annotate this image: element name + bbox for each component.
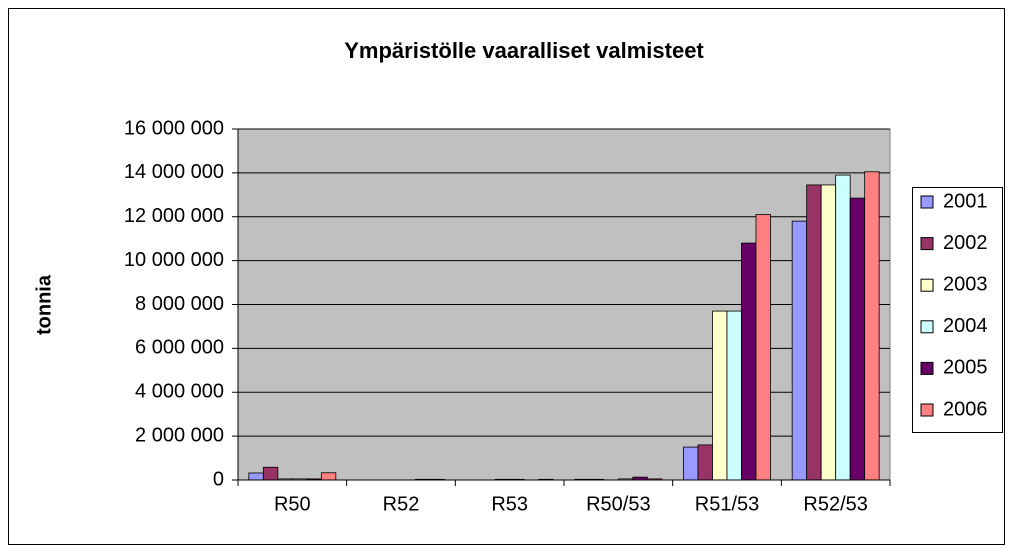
legend-label: 2005 [943,357,988,379]
y-tick-label: 6 000 000 [135,337,224,359]
y-tick-label: 14 000 000 [124,161,224,183]
bar [820,184,837,481]
x-tick-label: R53 [491,493,528,515]
bar [712,310,728,481]
bar [791,220,808,481]
y-tick-label: 16 000 000 [124,117,224,139]
bar [248,472,264,481]
legend-label: 2003 [943,273,988,295]
legend-label: 2001 [943,190,988,212]
x-tick-label: R50/53 [586,493,651,515]
bar [806,184,822,481]
legend-label: 2006 [943,398,988,420]
x-tick-label: R51/53 [695,493,760,515]
legend-swatch [920,320,934,334]
bar [864,171,880,481]
legend-swatch [920,403,934,417]
chart-title: Ympäristölle vaaralliset valmisteet [344,38,704,63]
y-tick-label: 2 000 000 [135,424,224,446]
legend-swatch [920,195,934,209]
legend-swatch [920,361,934,375]
bar [741,242,757,481]
bar [697,444,713,481]
bar [849,197,866,481]
legend-swatch [920,278,934,292]
legend-label: 2004 [943,315,988,337]
legend-swatch [920,237,934,251]
y-tick-label: 10 000 000 [124,249,224,271]
x-tick-label: R52/53 [803,493,868,515]
y-tick-label: 8 000 000 [135,293,224,315]
bar [262,466,279,481]
x-tick-label: R50 [274,493,311,515]
y-tick-label: 0 [213,468,224,490]
x-tick-label: R52 [383,493,420,515]
legend-label: 2002 [943,232,988,254]
y-tick-label: 12 000 000 [124,205,224,227]
bar [726,310,742,481]
legend-box [912,187,1003,433]
bar [320,472,337,481]
bar [835,174,851,481]
bar [683,446,699,481]
bar [755,214,771,481]
y-tick-label: 4 000 000 [135,381,224,403]
y-axis-label: tonnia [33,274,55,335]
